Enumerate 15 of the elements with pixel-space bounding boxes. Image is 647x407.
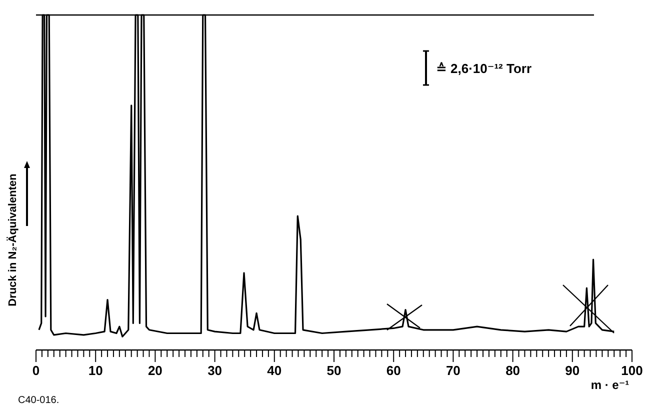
y-axis-title: Druck in N₂-Äquivalenten: [6, 173, 19, 306]
x-tick-label: 60: [386, 363, 401, 378]
x-tick-label: 40: [267, 363, 282, 378]
x-tick-label: 100: [621, 363, 643, 378]
annotation: ≙ 2,6·10⁻¹² Torr: [436, 61, 532, 76]
x-tick-label: 50: [326, 363, 342, 378]
x-tick-label: 90: [565, 363, 580, 378]
x-axis-title: m · e⁻¹: [590, 378, 630, 392]
x-tick-label: 30: [208, 363, 222, 378]
x-tick-label: 20: [148, 363, 162, 378]
text: C40-016.: [18, 395, 60, 406]
x-tick-label: 10: [88, 363, 103, 378]
x-tick-label: 0: [32, 363, 40, 378]
x-tick-label: 80: [506, 363, 520, 378]
x-tick-label: 70: [446, 363, 460, 378]
